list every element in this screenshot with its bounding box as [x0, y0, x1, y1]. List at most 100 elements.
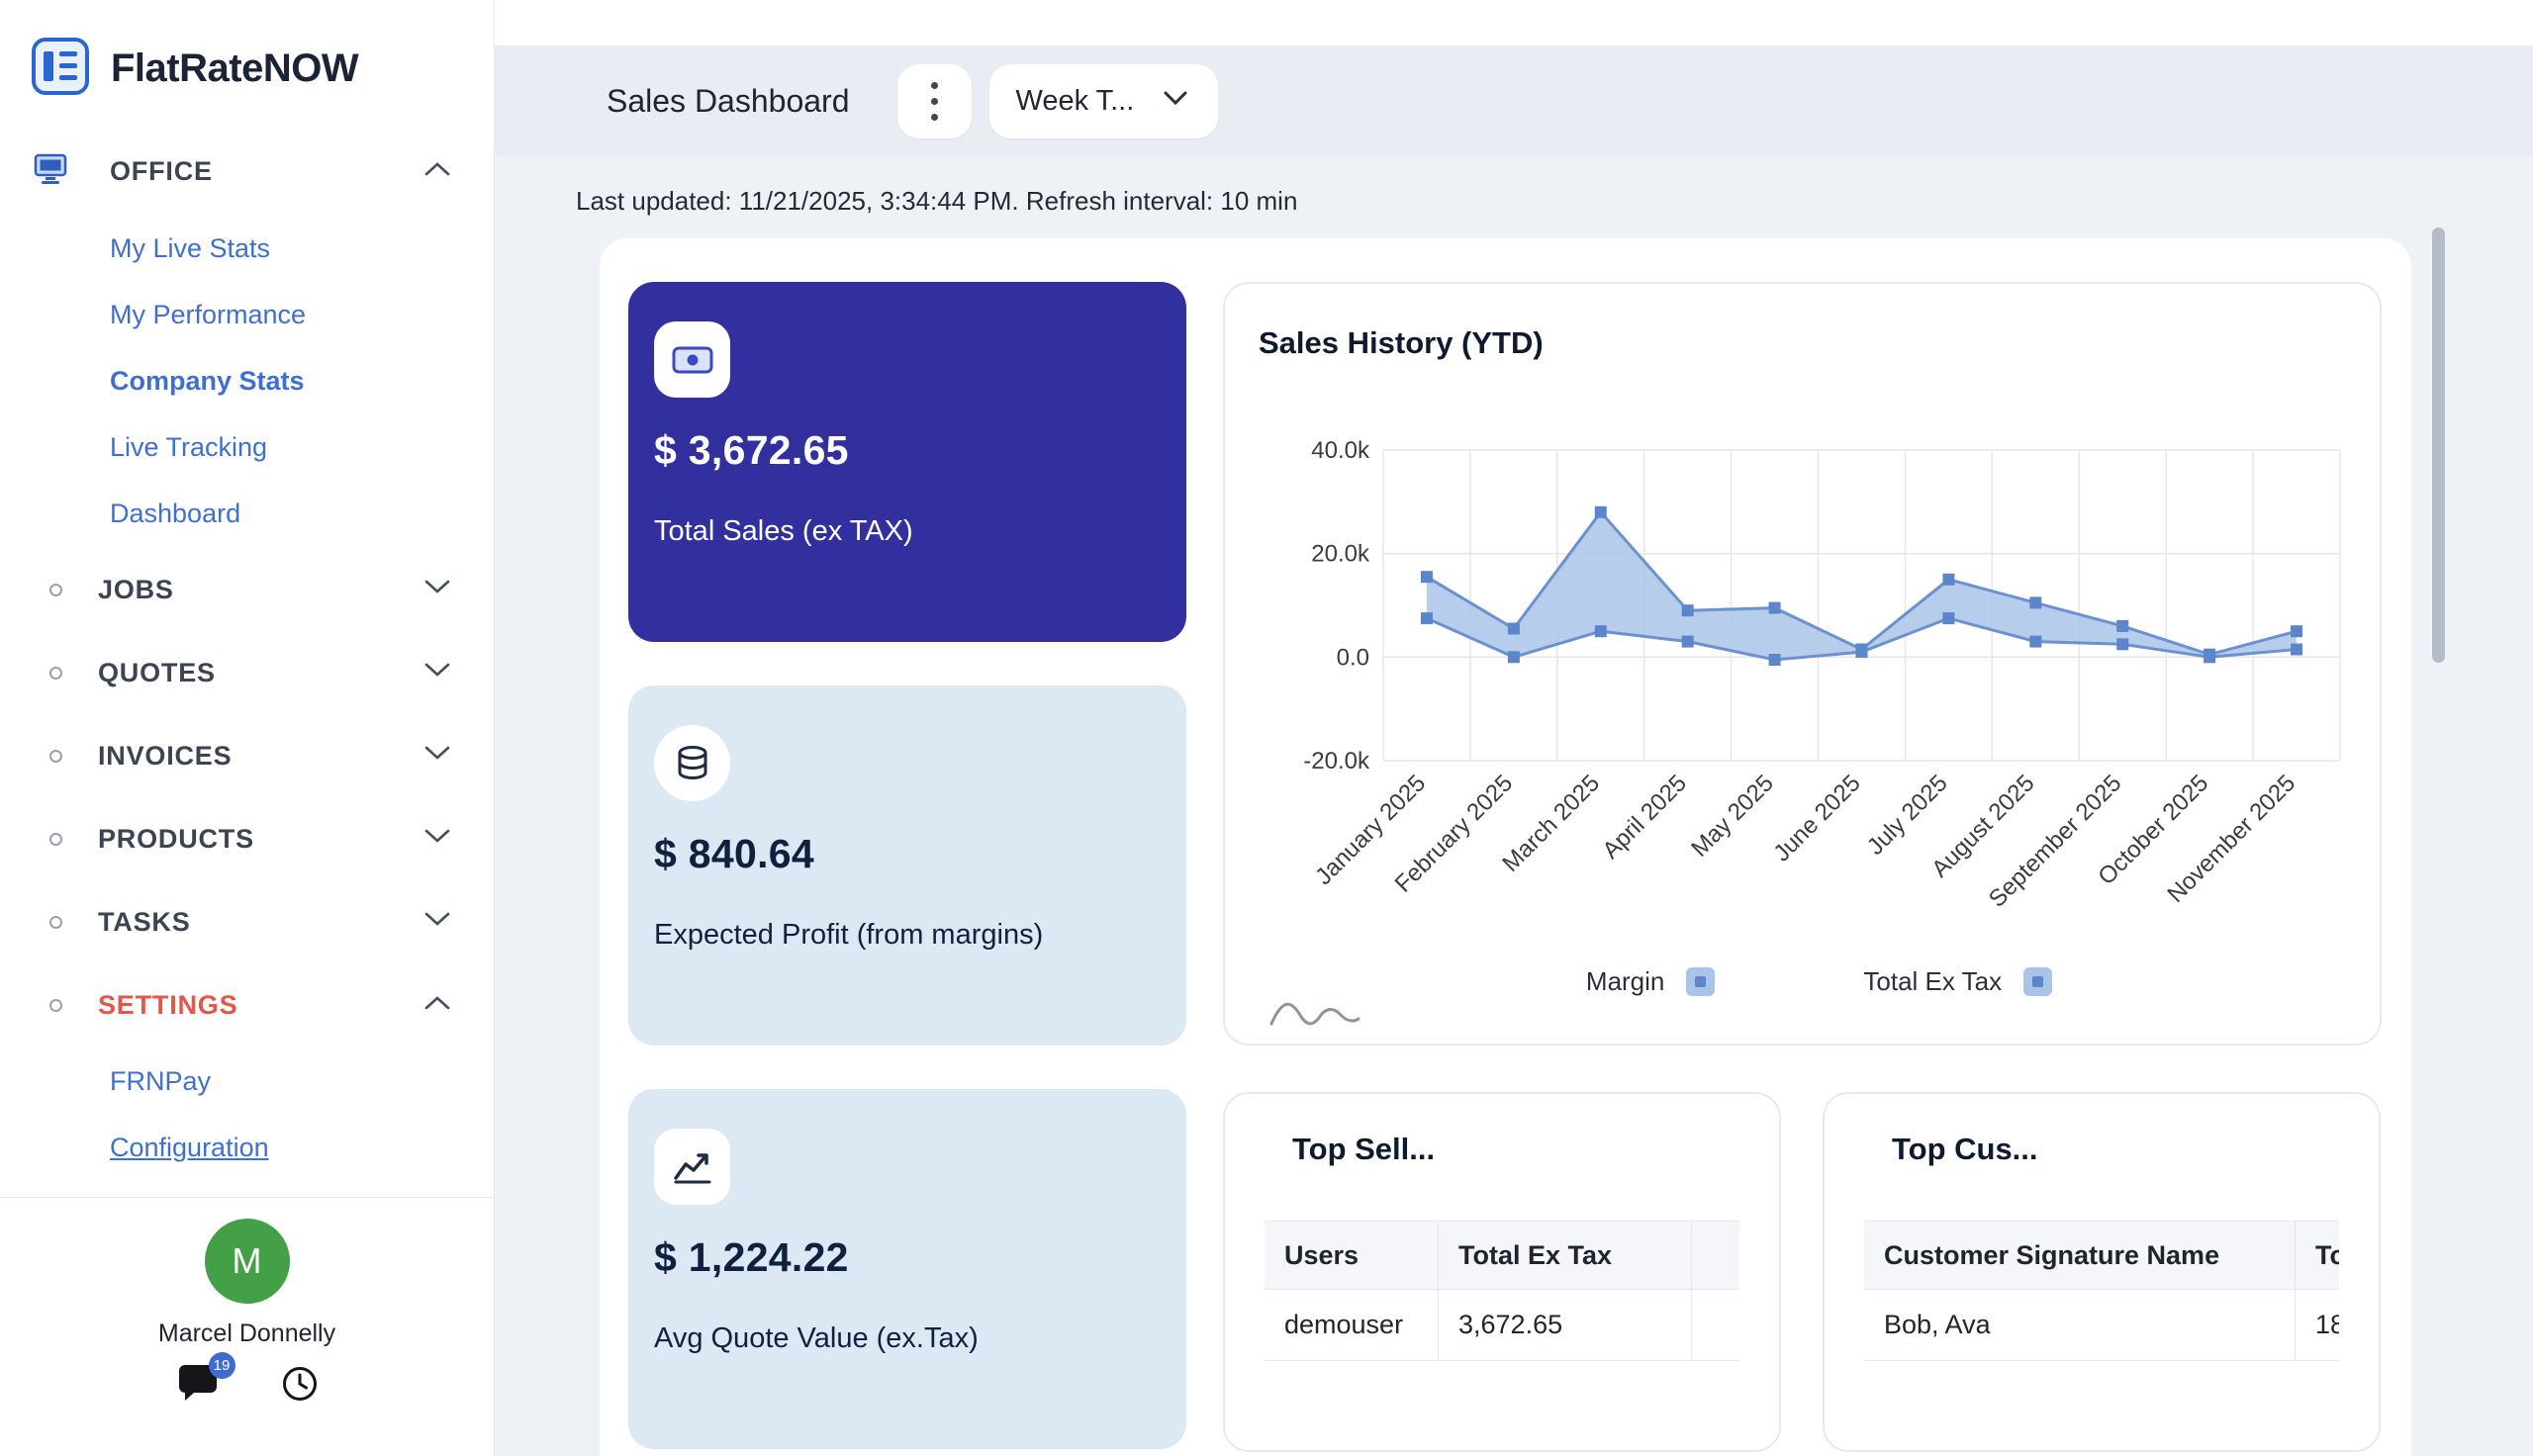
column-header: Total Ex Tax	[1439, 1221, 1692, 1290]
banknote-icon	[654, 321, 730, 398]
column-header: To	[2296, 1221, 2339, 1290]
chat-button[interactable]: 19	[176, 1352, 235, 1404]
sidebar-item-company-stats[interactable]: Company Stats	[110, 366, 305, 396]
svg-text:April 2025: April 2025	[1597, 770, 1692, 864]
ring-bullet-icon	[49, 749, 62, 763]
sidebar-item-configuration[interactable]: Configuration	[110, 1133, 269, 1162]
user-name: Marcel Donnelly	[157, 1320, 336, 1347]
ring-bullet-icon	[49, 666, 62, 680]
flatratenow-logo-icon	[30, 36, 91, 102]
legend-marker-icon	[2023, 967, 2053, 996]
legend-item-margin[interactable]: Margin	[1585, 966, 1716, 997]
svg-text:0.0: 0.0	[1337, 644, 1369, 671]
monitor-icon	[34, 153, 67, 190]
chevron-down-icon	[424, 829, 450, 849]
stat-value: $ 3,672.65	[654, 427, 849, 473]
chart-legend: Margin Total Ex Tax	[1259, 966, 2380, 997]
sidebar-item-live-tracking[interactable]: Live Tracking	[110, 432, 268, 462]
section-label: OFFICE	[110, 155, 213, 186]
tables-row: Top Sell... Users Total Ex Tax demouser …	[1223, 1092, 2382, 1452]
sidebar-section-office[interactable]: OFFICE	[0, 143, 494, 199]
sidebar-section-jobs[interactable]: JOBS	[0, 562, 494, 617]
expected-profit-card: $ 840.64 Expected Profit (from margins)	[628, 685, 1186, 1046]
sidebar-item-frnpay[interactable]: FRNPay	[110, 1066, 212, 1096]
svg-text:June 2025: June 2025	[1768, 770, 1865, 866]
section-label: PRODUCTS	[98, 823, 254, 854]
sidebar-divider	[0, 1197, 494, 1198]
sidebar-nav: OFFICE My Live Stats My Performance Comp…	[0, 143, 494, 1175]
kebab-dot	[931, 81, 939, 89]
section-label: SETTINGS	[98, 989, 238, 1020]
top-sellers-card: Top Sell... Users Total Ex Tax demouser …	[1223, 1092, 1781, 1452]
svg-text:20.0k: 20.0k	[1311, 541, 1370, 568]
sidebar-item-my-live-stats[interactable]: My Live Stats	[110, 233, 271, 263]
chevron-up-icon	[424, 161, 450, 181]
table-cell	[1692, 1290, 1739, 1361]
logo-text: FlatRateNOW	[111, 46, 359, 90]
stat-cards-column: $ 3,672.65 Total Sales (ex TAX) $ 840.64…	[628, 282, 1186, 1456]
legend-item-total-ex-tax[interactable]: Total Ex Tax	[1863, 966, 2053, 997]
kebab-menu-button[interactable]	[897, 63, 973, 138]
kebab-dot	[931, 113, 939, 121]
sidebar: FlatRateNOW OFFICE My Live Stats	[0, 0, 495, 1456]
top-customers-title: Top Cus...	[1892, 1132, 2038, 1166]
svg-text:40.0k: 40.0k	[1311, 440, 1370, 464]
sidebar-section-invoices[interactable]: INVOICES	[0, 728, 494, 783]
chat-icon	[178, 1365, 217, 1401]
line-chart-icon	[654, 1129, 730, 1205]
top-customers-card: Top Cus... Customer Signature Name To Bo…	[1823, 1092, 2381, 1452]
stat-value: $ 840.64	[654, 831, 814, 876]
logo[interactable]: FlatRateNOW	[0, 0, 494, 102]
legend-label: Total Ex Tax	[1863, 966, 2003, 996]
table-cell: demouser	[1265, 1290, 1439, 1361]
sidebar-item-dashboard[interactable]: Dashboard	[110, 499, 241, 528]
chart-title: Sales History (YTD)	[1259, 325, 1544, 360]
right-column: Sales History (YTD) 40.0k 20.0k 0.0 -20.0k J…	[1223, 282, 2382, 1456]
ring-bullet-icon	[49, 583, 62, 596]
chevron-down-icon	[424, 663, 450, 682]
top-sellers-title: Top Sell...	[1292, 1132, 1436, 1166]
table-cell: Bob, Ava	[1864, 1290, 2296, 1361]
period-selector[interactable]: Week T...	[989, 63, 1219, 138]
chevron-down-icon	[424, 912, 450, 932]
chevron-down-icon	[424, 580, 450, 599]
section-label: INVOICES	[98, 740, 233, 771]
page-header: Sales Dashboard Week T...	[495, 46, 2533, 156]
stat-label: Expected Profit (from margins)	[654, 919, 1044, 951]
column-header	[1692, 1221, 1739, 1290]
svg-text:July 2025: July 2025	[1862, 770, 1953, 861]
period-selector-value: Week T...	[1015, 84, 1135, 117]
sidebar-section-quotes[interactable]: QUOTES	[0, 645, 494, 700]
history-button[interactable]	[281, 1365, 319, 1403]
chart-watermark-icon[interactable]	[1268, 991, 1361, 1036]
ring-bullet-icon	[49, 832, 62, 846]
sidebar-item-my-performance[interactable]: My Performance	[110, 300, 307, 329]
clock-icon	[282, 1367, 317, 1401]
stat-label: Total Sales (ex TAX)	[654, 515, 913, 547]
sidebar-section-settings[interactable]: SETTINGS	[0, 977, 494, 1033]
top-customers-table: Customer Signature Name To Bob, Ava 18	[1864, 1221, 2339, 1361]
dashboard-panel: $ 3,672.65 Total Sales (ex TAX) $ 840.64…	[600, 238, 2411, 1456]
last-updated-text: Last updated: 11/21/2025, 3:34:44 PM. Re…	[576, 186, 1298, 216]
main-content: Sales Dashboard Week T... Last updated: …	[495, 0, 2533, 1456]
sidebar-section-tasks[interactable]: TASKS	[0, 894, 494, 950]
column-header: Users	[1265, 1221, 1439, 1290]
svg-text:May 2025: May 2025	[1686, 770, 1779, 863]
section-label: JOBS	[98, 574, 174, 604]
section-label: QUOTES	[98, 657, 216, 687]
coins-icon	[654, 725, 730, 801]
kebab-dot	[931, 97, 939, 105]
top-sellers-table: Users Total Ex Tax demouser 3,672.65	[1265, 1221, 1739, 1361]
stat-value: $ 1,224.22	[654, 1234, 849, 1280]
svg-text:-20.0k: -20.0k	[1303, 748, 1370, 774]
page-title: Sales Dashboard	[607, 82, 850, 119]
vertical-scrollbar[interactable]	[2432, 228, 2445, 663]
ring-bullet-icon	[49, 998, 62, 1012]
sidebar-section-products[interactable]: PRODUCTS	[0, 811, 494, 866]
legend-label: Margin	[1585, 966, 1665, 996]
chat-badge: 19	[208, 1352, 235, 1379]
section-label: TASKS	[98, 906, 191, 937]
avatar[interactable]: M	[204, 1219, 290, 1304]
